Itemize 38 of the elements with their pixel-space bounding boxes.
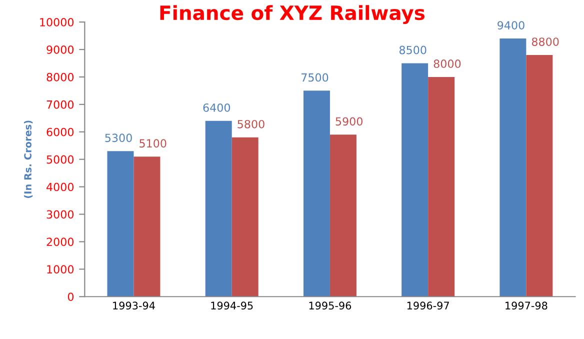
bar [428, 76, 455, 297]
y-tick-label: 7000 [46, 100, 74, 109]
x-tick-label: 1995-96 [309, 302, 352, 310]
y-tick-label: 5000 [46, 155, 74, 164]
data-label: 8800 [532, 38, 559, 46]
x-tick-label: 1997-98 [506, 302, 548, 310]
bar [303, 90, 330, 297]
data-label: 9400 [498, 21, 524, 30]
y-tick-label: 2000 [46, 238, 74, 246]
y-tick-label: 4000 [46, 182, 74, 192]
data-label: 6400 [203, 103, 230, 112]
data-label: 7500 [302, 73, 328, 82]
bar [205, 120, 232, 297]
data-label: 8000 [434, 60, 461, 68]
data-label: 5900 [336, 117, 362, 126]
y-tick-label: 8000 [46, 72, 74, 82]
y-tick-label: 1000 [47, 265, 74, 274]
y-axis-title: (In Rs. Crores) [24, 120, 33, 198]
data-label: 5800 [238, 120, 264, 128]
data-label: 8500 [399, 46, 426, 54]
x-tick-label: 1993-94 [113, 302, 155, 310]
data-label: 5300 [105, 134, 132, 142]
y-tick-label: 9000 [46, 45, 74, 54]
bar [402, 63, 428, 297]
y-tick-label: 3000 [46, 210, 74, 219]
data-label: 5100 [140, 139, 166, 148]
x-tick-label: 1994-95 [211, 302, 253, 310]
bar [526, 54, 553, 297]
y-tick-label: 6000 [46, 128, 74, 136]
bar [134, 156, 160, 297]
y-tick-label: 10000 [40, 18, 74, 26]
x-tick-label: 1996-97 [407, 302, 449, 310]
chart-title: Finance of XYZ Railways [160, 5, 425, 24]
bar [330, 134, 356, 297]
bar [107, 151, 134, 297]
bar [232, 137, 258, 297]
y-tick-label: 0 [68, 292, 74, 302]
bar [500, 38, 526, 297]
